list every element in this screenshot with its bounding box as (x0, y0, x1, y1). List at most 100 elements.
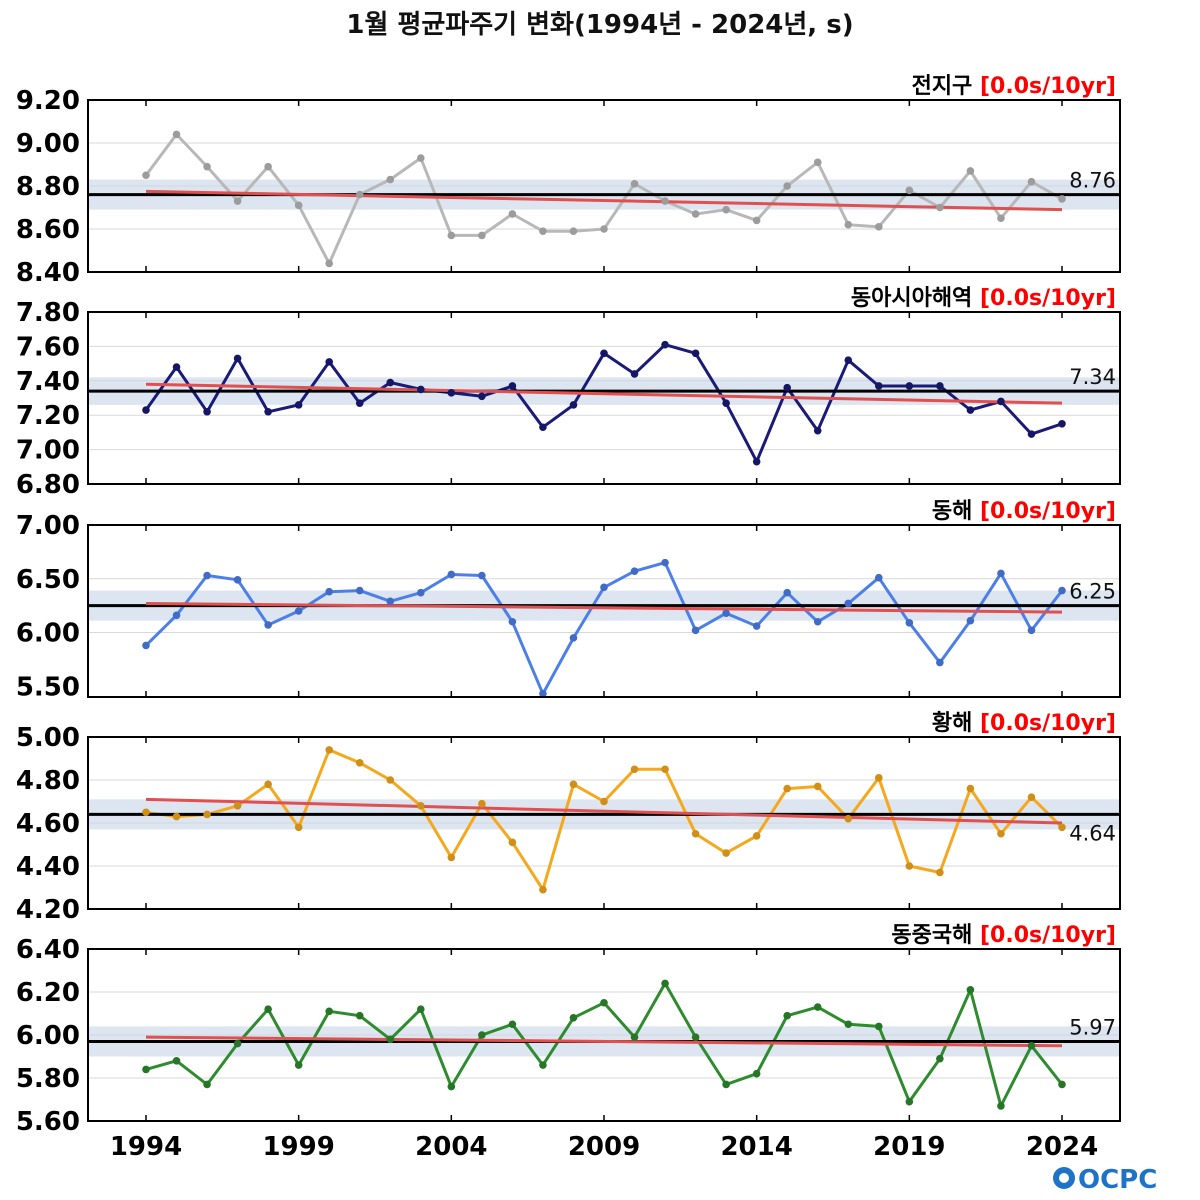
panel-title: 동해 [0.0s/10yr] (932, 499, 1116, 524)
data-point (539, 227, 547, 235)
data-point (294, 823, 303, 832)
data-point (478, 571, 486, 580)
data-point (1027, 626, 1036, 635)
y-tick-label: 6.40 (16, 935, 80, 965)
data-point (997, 569, 1005, 578)
data-point (355, 190, 364, 199)
data-point (447, 570, 456, 579)
data-point (905, 619, 914, 627)
data-point (539, 885, 547, 894)
data-point (569, 1014, 578, 1022)
trend-line (145, 1035, 1063, 1048)
data-point (294, 401, 303, 409)
data-point (1058, 420, 1066, 428)
data-point (1058, 586, 1066, 595)
data-point (844, 814, 853, 823)
data-point (508, 210, 517, 218)
data-point (997, 1102, 1005, 1110)
data-point (783, 588, 791, 597)
chart-title: 1월 평균파주기 변화(1994년 - 2024년, s) (346, 10, 853, 40)
trend-line (145, 797, 1063, 825)
data-point (539, 423, 547, 432)
data-point (417, 154, 425, 162)
data-point (447, 389, 456, 397)
data-point (783, 784, 791, 793)
y-tick-label: 4.20 (16, 895, 80, 925)
data-point (508, 382, 517, 390)
data-point (936, 203, 944, 212)
data-point (172, 130, 181, 139)
data-point (325, 358, 334, 366)
data-point (997, 397, 1005, 406)
data-point (1027, 793, 1036, 801)
data-point (203, 571, 211, 580)
panel-3: 5.00 4.80 4.60 4.40 4.20 4.64 황해 [0.0s/10yr] (16, 711, 1121, 925)
data-point (539, 689, 547, 698)
plot-frame (87, 524, 1121, 698)
data-point (722, 609, 730, 617)
data-point (905, 382, 914, 390)
mean-label: 4.64 (1069, 821, 1116, 845)
ocpc-logo: OCPC (1053, 1165, 1157, 1195)
data-point (875, 1022, 883, 1031)
data-point (386, 597, 395, 606)
trend-line (145, 382, 1063, 405)
data-point (508, 617, 517, 626)
plot-frame (87, 311, 1121, 485)
data-point (1058, 823, 1066, 832)
plot-frame (87, 736, 1121, 910)
data-point (569, 780, 578, 789)
data-point (661, 558, 669, 567)
ocpc-logo-mark-inner (1059, 1173, 1069, 1183)
mean-label: 8.76 (1069, 169, 1116, 193)
data-point (722, 205, 730, 214)
data-point (844, 356, 853, 364)
data-point (325, 1007, 334, 1016)
x-tick-label: 1994 (110, 1132, 182, 1162)
data-point (142, 808, 150, 817)
data-point (264, 407, 272, 416)
panel-trend-label: [0.0s/10yr] (980, 923, 1116, 948)
panel-title: 동중국해 [0.0s/10yr] (891, 923, 1116, 948)
data-point (264, 780, 272, 789)
data-point (661, 765, 669, 774)
data-point (417, 1005, 425, 1013)
data-point (966, 784, 975, 793)
data-point (569, 634, 578, 642)
data-point (172, 812, 181, 821)
panel-region-name: 동해 (932, 499, 980, 524)
data-point (233, 1039, 242, 1048)
x-tick-label: 1999 (262, 1132, 334, 1162)
data-point (844, 220, 853, 229)
data-point (813, 617, 822, 626)
data-point (325, 746, 334, 754)
data-point (936, 1054, 944, 1063)
data-point (813, 1003, 822, 1011)
x-axis: 1994 1999 2004 2009 2014 2019 2024 (110, 1132, 1098, 1162)
data-point (997, 829, 1005, 838)
data-point (875, 223, 883, 231)
data-point (752, 832, 761, 840)
data-point (569, 401, 578, 409)
panel-trend-label: [0.0s/10yr] (980, 74, 1116, 99)
y-tick-label: 7.20 (16, 401, 80, 431)
panel-0: 9.20 9.00 8.80 8.60 8.40 8.76 전지구 [0.0s/10yr] (16, 74, 1121, 288)
data-point (600, 225, 608, 233)
data-point (630, 1033, 639, 1041)
panel-region-name: 전지구 (912, 74, 980, 99)
y-tick-label: 5.60 (16, 1107, 80, 1137)
data-point (417, 385, 425, 394)
trend-line (145, 601, 1063, 614)
y-tick-label: 8.40 (16, 258, 80, 288)
data-point (172, 611, 181, 620)
data-point (600, 797, 608, 806)
data-point (936, 868, 944, 877)
data-point (1058, 1080, 1066, 1089)
data-point (478, 392, 486, 401)
data-point (1027, 430, 1036, 438)
y-tick-label: 5.80 (16, 1064, 80, 1094)
data-point (203, 162, 211, 171)
y-tick-label: 4.40 (16, 852, 80, 882)
